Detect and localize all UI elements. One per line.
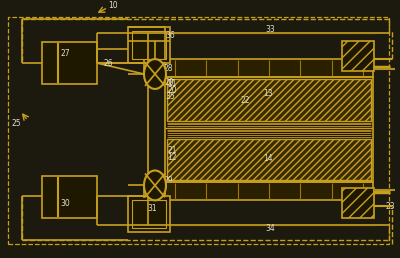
Text: 12: 12 [167,153,177,162]
Bar [167,139,371,180]
Text: 25: 25 [11,119,21,128]
Text: 34: 34 [265,224,275,233]
Text: 14: 14 [263,154,273,163]
Text: 20: 20 [167,86,177,95]
Text: 27: 27 [60,49,70,58]
Bar [42,176,97,218]
Bar [165,77,373,182]
Bar [165,77,373,182]
Text: 33: 33 [265,25,275,34]
Text: 35: 35 [165,92,175,101]
Text: 23: 23 [385,202,395,211]
Bar [167,79,371,121]
Text: 31: 31 [147,204,157,213]
Text: 36: 36 [165,31,175,40]
Bar [342,41,374,71]
Bar [342,41,374,71]
Text: 10: 10 [108,1,118,10]
Ellipse shape [144,59,166,89]
Text: 13: 13 [263,90,273,98]
Bar [132,31,166,59]
Text: 21: 21 [167,146,177,155]
Ellipse shape [144,171,166,200]
Bar [165,59,373,77]
Bar [128,27,170,63]
Bar [42,42,97,84]
Text: 30: 30 [60,199,70,208]
Text: 17: 17 [340,45,350,54]
Bar [342,188,374,218]
Bar [8,17,389,244]
Text: 26: 26 [103,59,113,68]
Bar [128,196,170,232]
Bar [342,188,374,218]
Bar [132,200,166,228]
Text: 11: 11 [167,79,177,88]
Bar [165,182,373,200]
Text: 18: 18 [340,196,350,205]
Text: 22: 22 [240,96,250,105]
Text: 28: 28 [163,63,173,72]
Text: 29: 29 [163,176,173,185]
Text: 20: 20 [164,78,174,87]
